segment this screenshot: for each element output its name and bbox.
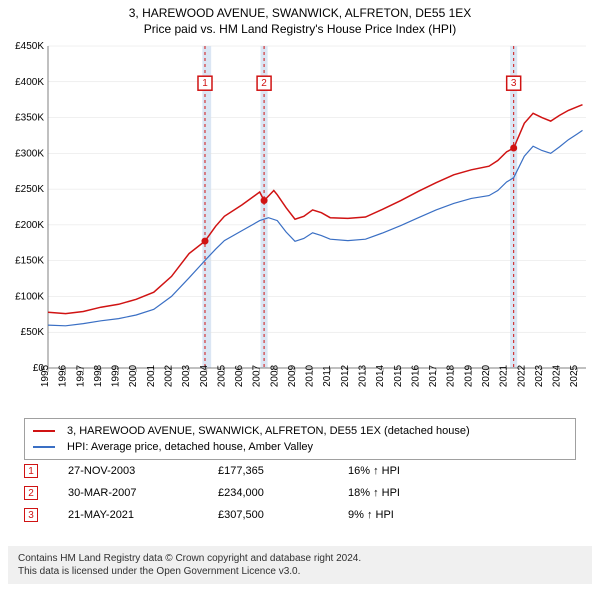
table-row: 3 21-MAY-2021 £307,500 9% ↑ HPI (24, 504, 576, 526)
transaction-price: £234,000 (218, 487, 348, 499)
svg-text:1995: 1995 (40, 364, 51, 387)
svg-text:£300K: £300K (15, 148, 44, 159)
svg-text:1996: 1996 (58, 364, 69, 387)
svg-text:2007: 2007 (252, 364, 263, 387)
svg-text:2012: 2012 (340, 364, 351, 387)
svg-text:2017: 2017 (428, 364, 439, 387)
transactions-table: 1 27-NOV-2003 £177,365 16% ↑ HPI 2 30-MA… (24, 460, 576, 526)
svg-text:£100K: £100K (15, 291, 44, 302)
svg-text:2021: 2021 (499, 364, 510, 387)
legend-item: 3, HAREWOOD AVENUE, SWANWICK, ALFRETON, … (33, 423, 567, 439)
svg-text:£350K: £350K (15, 113, 44, 124)
svg-text:2015: 2015 (393, 364, 404, 387)
svg-text:2000: 2000 (128, 364, 139, 387)
marker-index-box: 2 (24, 486, 38, 500)
svg-text:2003: 2003 (181, 364, 192, 387)
svg-text:£200K: £200K (15, 220, 44, 231)
chart-title: 3, HAREWOOD AVENUE, SWANWICK, ALFRETON, … (0, 6, 600, 20)
svg-text:£400K: £400K (15, 77, 44, 88)
legend-label: HPI: Average price, detached house, Ambe… (67, 441, 313, 453)
svg-text:2005: 2005 (216, 364, 227, 387)
footer: Contains HM Land Registry data © Crown c… (8, 546, 592, 584)
footer-line: Contains HM Land Registry data © Crown c… (18, 552, 582, 565)
transaction-date: 21-MAY-2021 (68, 509, 218, 521)
svg-text:2011: 2011 (322, 365, 333, 387)
svg-text:2024: 2024 (552, 364, 563, 387)
chart-subtitle: Price paid vs. HM Land Registry's House … (0, 22, 600, 36)
transaction-date: 27-NOV-2003 (68, 465, 218, 477)
svg-text:2019: 2019 (463, 364, 474, 387)
transaction-delta: 18% ↑ HPI (348, 487, 478, 499)
svg-text:2001: 2001 (146, 364, 157, 387)
svg-text:£450K: £450K (15, 41, 44, 52)
svg-text:2018: 2018 (446, 364, 457, 387)
svg-text:2014: 2014 (375, 364, 386, 387)
marker-index-box: 1 (24, 464, 38, 478)
svg-text:2020: 2020 (481, 364, 492, 387)
svg-text:2009: 2009 (287, 364, 298, 387)
transaction-delta: 9% ↑ HPI (348, 509, 478, 521)
svg-text:2006: 2006 (234, 364, 245, 387)
svg-text:2013: 2013 (358, 364, 369, 387)
transaction-price: £307,500 (218, 509, 348, 521)
svg-text:2004: 2004 (199, 364, 210, 387)
svg-text:1998: 1998 (93, 364, 104, 387)
svg-text:3: 3 (511, 78, 517, 89)
transaction-date: 30-MAR-2007 (68, 487, 218, 499)
chart-titles: 3, HAREWOOD AVENUE, SWANWICK, ALFRETON, … (0, 0, 600, 36)
svg-text:1: 1 (202, 78, 208, 89)
legend-swatch (33, 430, 55, 432)
line-chart-svg: £0£50K£100K£150K£200K£250K£300K£350K£400… (8, 40, 592, 410)
legend: 3, HAREWOOD AVENUE, SWANWICK, ALFRETON, … (24, 418, 576, 460)
svg-text:2023: 2023 (534, 364, 545, 387)
table-row: 1 27-NOV-2003 £177,365 16% ↑ HPI (24, 460, 576, 482)
chart-area: £0£50K£100K£150K£200K£250K£300K£350K£400… (8, 40, 592, 410)
marker-index-box: 3 (24, 508, 38, 522)
svg-text:£150K: £150K (15, 256, 44, 267)
legend-item: HPI: Average price, detached house, Ambe… (33, 439, 567, 455)
svg-text:£250K: £250K (15, 184, 44, 195)
transaction-price: £177,365 (218, 465, 348, 477)
svg-text:2: 2 (261, 78, 267, 89)
svg-text:£50K: £50K (21, 327, 45, 338)
footer-line: This data is licensed under the Open Gov… (18, 565, 582, 578)
svg-text:1997: 1997 (75, 364, 86, 387)
svg-text:1999: 1999 (111, 364, 122, 387)
svg-text:2016: 2016 (410, 364, 421, 387)
svg-text:2025: 2025 (569, 364, 580, 387)
legend-label: 3, HAREWOOD AVENUE, SWANWICK, ALFRETON, … (67, 425, 470, 437)
transaction-delta: 16% ↑ HPI (348, 465, 478, 477)
svg-text:2010: 2010 (305, 364, 316, 387)
svg-text:2008: 2008 (269, 364, 280, 387)
table-row: 2 30-MAR-2007 £234,000 18% ↑ HPI (24, 482, 576, 504)
legend-swatch (33, 446, 55, 448)
svg-text:2022: 2022 (516, 364, 527, 387)
svg-text:2002: 2002 (163, 364, 174, 387)
